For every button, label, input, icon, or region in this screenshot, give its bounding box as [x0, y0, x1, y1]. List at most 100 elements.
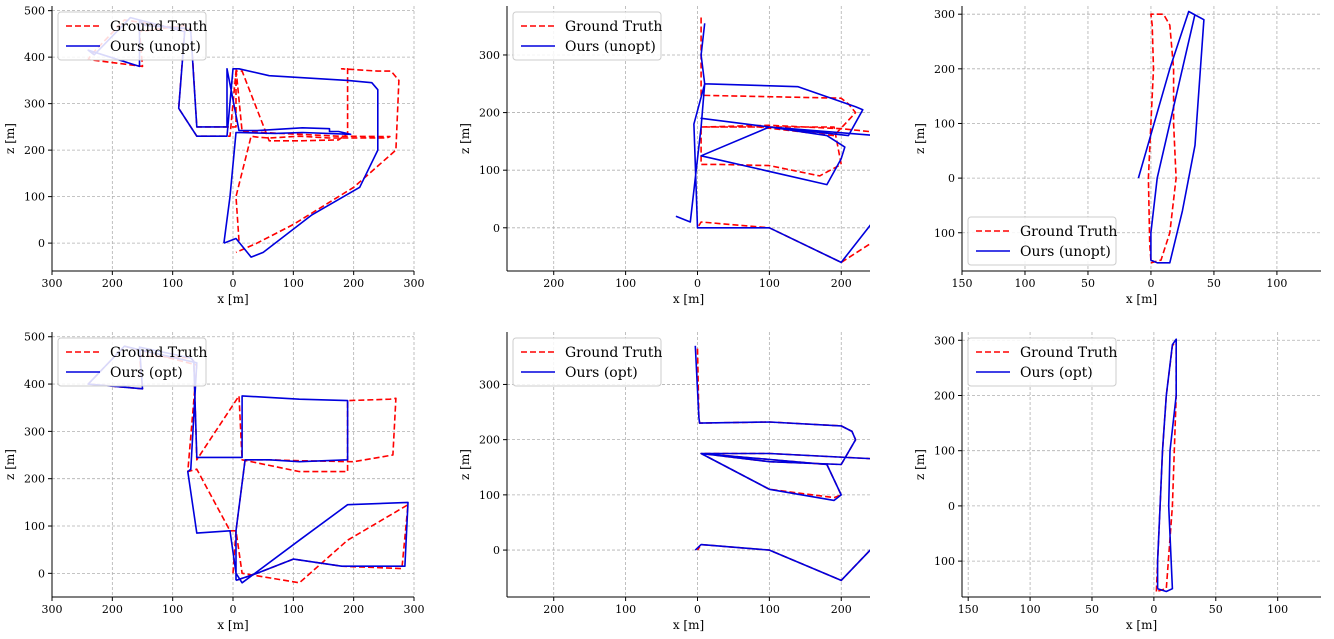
y-tick-label: 0 — [493, 544, 500, 557]
x-tick-label: 100 — [1020, 603, 1041, 616]
y-tick-label: 200 — [479, 434, 500, 447]
x-tick-label: 300 — [42, 277, 63, 290]
y-axis-label: z [m] — [458, 449, 472, 480]
x-tick-label: 0 — [694, 603, 701, 616]
x-tick-label: 100 — [283, 277, 304, 290]
x-tick-label: 100 — [615, 277, 636, 290]
y-tick-label: 500 — [24, 331, 45, 344]
series-line-ours — [1156, 338, 1177, 593]
y-tick-label: 200 — [479, 107, 500, 120]
y-tick-label: 100 — [24, 520, 45, 533]
legend-entry: Ours (unopt) — [1020, 244, 1111, 260]
x-tick-label: 50 — [1207, 277, 1221, 290]
legend-box — [967, 337, 1117, 387]
series-line-ours — [1137, 10, 1205, 264]
x-tick-label: 100 — [1267, 603, 1288, 616]
legend-box — [57, 11, 207, 61]
x-tick-label: 50 — [1085, 603, 1099, 616]
y-axis-label: z [m] — [913, 449, 927, 480]
y-tick-label: 200 — [934, 389, 955, 402]
x-tick-label: 200 — [343, 603, 364, 616]
legend-entry: Ground Truth — [1020, 224, 1117, 240]
y-tick-label: 0 — [38, 567, 45, 580]
series-line-ground-truth — [696, 348, 870, 582]
legend-box — [967, 216, 1117, 266]
y-axis-label: z [m] — [913, 123, 927, 154]
x-tick-label: 100 — [1014, 277, 1035, 290]
x-tick-label: 200 — [102, 603, 123, 616]
legend-entry: Ours (opt) — [110, 365, 183, 381]
x-tick-label: 300 — [42, 603, 63, 616]
x-tick-label: 100 — [1266, 277, 1287, 290]
legend-entry: Ours (opt) — [1020, 365, 1093, 381]
legend-entry: Ground Truth — [565, 19, 662, 35]
legend: Ground Truth Ours (unopt) — [512, 11, 662, 61]
y-tick-label: 300 — [934, 8, 955, 21]
x-tick-label: 200 — [343, 277, 364, 290]
legend: Ground Truth Ours (opt) — [57, 337, 207, 387]
x-axis-label: x [m] — [673, 618, 704, 632]
x-axis-label: x [m] — [1126, 292, 1157, 306]
legend: Ground Truth Ours (unopt) — [57, 11, 207, 61]
y-tick-label: 300 — [24, 98, 45, 111]
y-tick-label: 200 — [24, 473, 45, 486]
y-tick-label: 100 — [934, 227, 955, 240]
legend-box — [57, 337, 207, 387]
x-tick-label: 0 — [230, 603, 237, 616]
legend-entry: Ground Truth — [565, 345, 662, 361]
y-tick-label: 200 — [934, 63, 955, 76]
legend-box — [512, 11, 662, 61]
x-tick-label: 100 — [759, 277, 780, 290]
x-axis-label: x [m] — [217, 292, 248, 306]
y-tick-label: 0 — [948, 172, 955, 185]
y-tick-label: 0 — [38, 237, 45, 250]
x-tick-label: 200 — [831, 603, 852, 616]
chart-panel-3: 150 100 50 0 50 100 300 200 100 0 100 x [m] z [m] Gro… — [913, 6, 1321, 306]
series-line-ground-truth — [1155, 339, 1177, 593]
chart-panel-5: 200 100 0 100 200 300 200 100 0 x [m] z [m] Ground … — [458, 332, 870, 632]
y-tick-label: 0 — [493, 222, 500, 235]
legend-entry: Ours (opt) — [565, 365, 638, 381]
chart-panel-2: 200 100 0 100 200 300 200 100 0 x [m] z [m] Ground … — [458, 6, 870, 306]
y-tick-label: 0 — [948, 500, 955, 513]
y-tick-label: 100 — [934, 555, 955, 568]
y-tick-label: 100 — [934, 445, 955, 458]
y-axis-label: z [m] — [458, 123, 472, 154]
y-tick-label: 200 — [24, 144, 45, 157]
x-tick-label: 100 — [162, 603, 183, 616]
x-axis-label: x [m] — [673, 292, 704, 306]
x-axis-label: x [m] — [1126, 618, 1157, 632]
x-axis-label: x [m] — [217, 618, 248, 632]
legend: Ground Truth Ours (opt) — [512, 337, 662, 387]
legend-entry: Ours (unopt) — [110, 39, 201, 55]
x-tick-label: 0 — [1147, 277, 1154, 290]
x-tick-label: 0 — [694, 277, 701, 290]
x-tick-label: 100 — [162, 277, 183, 290]
x-tick-label: 150 — [958, 603, 979, 616]
legend-entry: Ground Truth — [110, 19, 207, 35]
x-tick-label: 100 — [615, 603, 636, 616]
series-line-ours — [675, 23, 870, 264]
legend-entry: Ground Truth — [110, 345, 207, 361]
series-line-ours — [694, 345, 870, 582]
y-tick-label: 300 — [479, 49, 500, 62]
y-tick-label: 100 — [934, 117, 955, 130]
y-tick-label: 100 — [24, 191, 45, 204]
x-tick-label: 200 — [102, 277, 123, 290]
legend-entry: Ground Truth — [1020, 345, 1117, 361]
x-tick-label: 50 — [1209, 603, 1223, 616]
y-tick-label: 300 — [24, 425, 45, 438]
y-tick-label: 400 — [24, 51, 45, 64]
legend: Ground Truth Ours (unopt) — [967, 216, 1117, 266]
y-axis-label: z [m] — [3, 123, 17, 154]
x-tick-label: 0 — [1150, 603, 1157, 616]
y-tick-label: 300 — [934, 334, 955, 347]
chart-panel-4: 300 200 100 0 100 200 300 500 400 300 200 100 0 x [m]… — [3, 331, 425, 632]
chart-panel-6: 150 100 50 0 50 100 300 200 100 0 100 x [m] z [m] Gro… — [913, 332, 1321, 632]
x-tick-label: 300 — [404, 277, 425, 290]
y-tick-label: 100 — [479, 164, 500, 177]
y-tick-label: 500 — [24, 5, 45, 18]
x-tick-label: 50 — [1081, 277, 1095, 290]
x-tick-label: 200 — [543, 277, 564, 290]
